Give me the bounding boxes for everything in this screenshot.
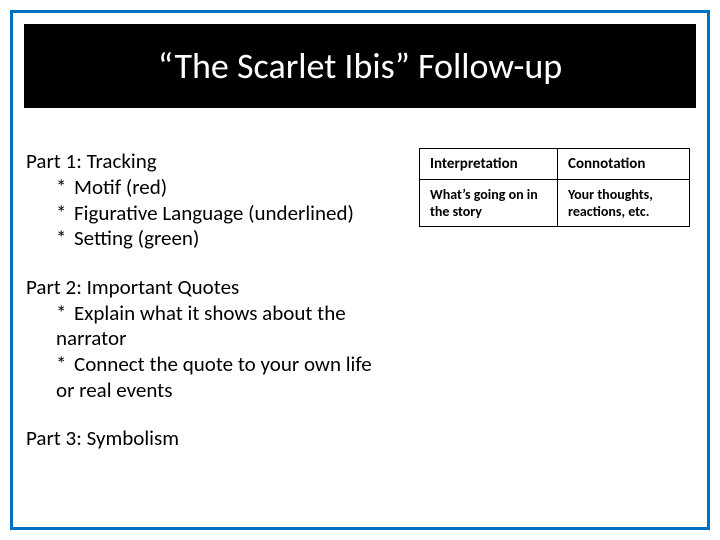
table-header-row: Interpretation Connotation xyxy=(420,149,690,180)
bullet-text: Setting (green) xyxy=(74,225,199,251)
table-cell: What’s going on in the story xyxy=(420,180,558,227)
bullet-star-icon: * xyxy=(56,226,74,252)
bullet-text: Figurative Language (underlined) xyxy=(74,200,354,226)
part-3-block: Part 3: Symbolism xyxy=(26,425,694,451)
part-2-item: *Explain what it shows about the narrato… xyxy=(26,301,386,352)
part-2-block: Part 2: Important Quotes *Explain what i… xyxy=(26,274,386,403)
bullet-star-icon: * xyxy=(56,301,74,327)
bullet-text: Connect the quote to your own life or re… xyxy=(56,351,372,403)
bullet-text: Explain what it shows about the narrator xyxy=(56,300,346,352)
title-bar: “The Scarlet Ibis” Follow-up xyxy=(24,24,696,108)
table-header: Interpretation xyxy=(420,149,558,180)
bullet-text: Motif (red) xyxy=(74,174,167,200)
table-row: What’s going on in the story Your though… xyxy=(420,180,690,227)
part-2-heading: Part 2: Important Quotes xyxy=(26,274,386,300)
part-1-item: *Setting (green) xyxy=(26,226,694,252)
slide-title: “The Scarlet Ibis” Follow-up xyxy=(158,44,562,88)
table-header: Connotation xyxy=(558,149,690,180)
bullet-star-icon: * xyxy=(56,352,74,378)
interpretation-table: Interpretation Connotation What’s going … xyxy=(419,148,690,227)
part-3-heading: Part 3: Symbolism xyxy=(26,425,694,451)
table-cell: Your thoughts, reactions, etc. xyxy=(558,180,690,227)
bullet-star-icon: * xyxy=(56,201,74,227)
part-2-item: *Connect the quote to your own life or r… xyxy=(26,352,386,403)
bullet-star-icon: * xyxy=(56,175,74,201)
